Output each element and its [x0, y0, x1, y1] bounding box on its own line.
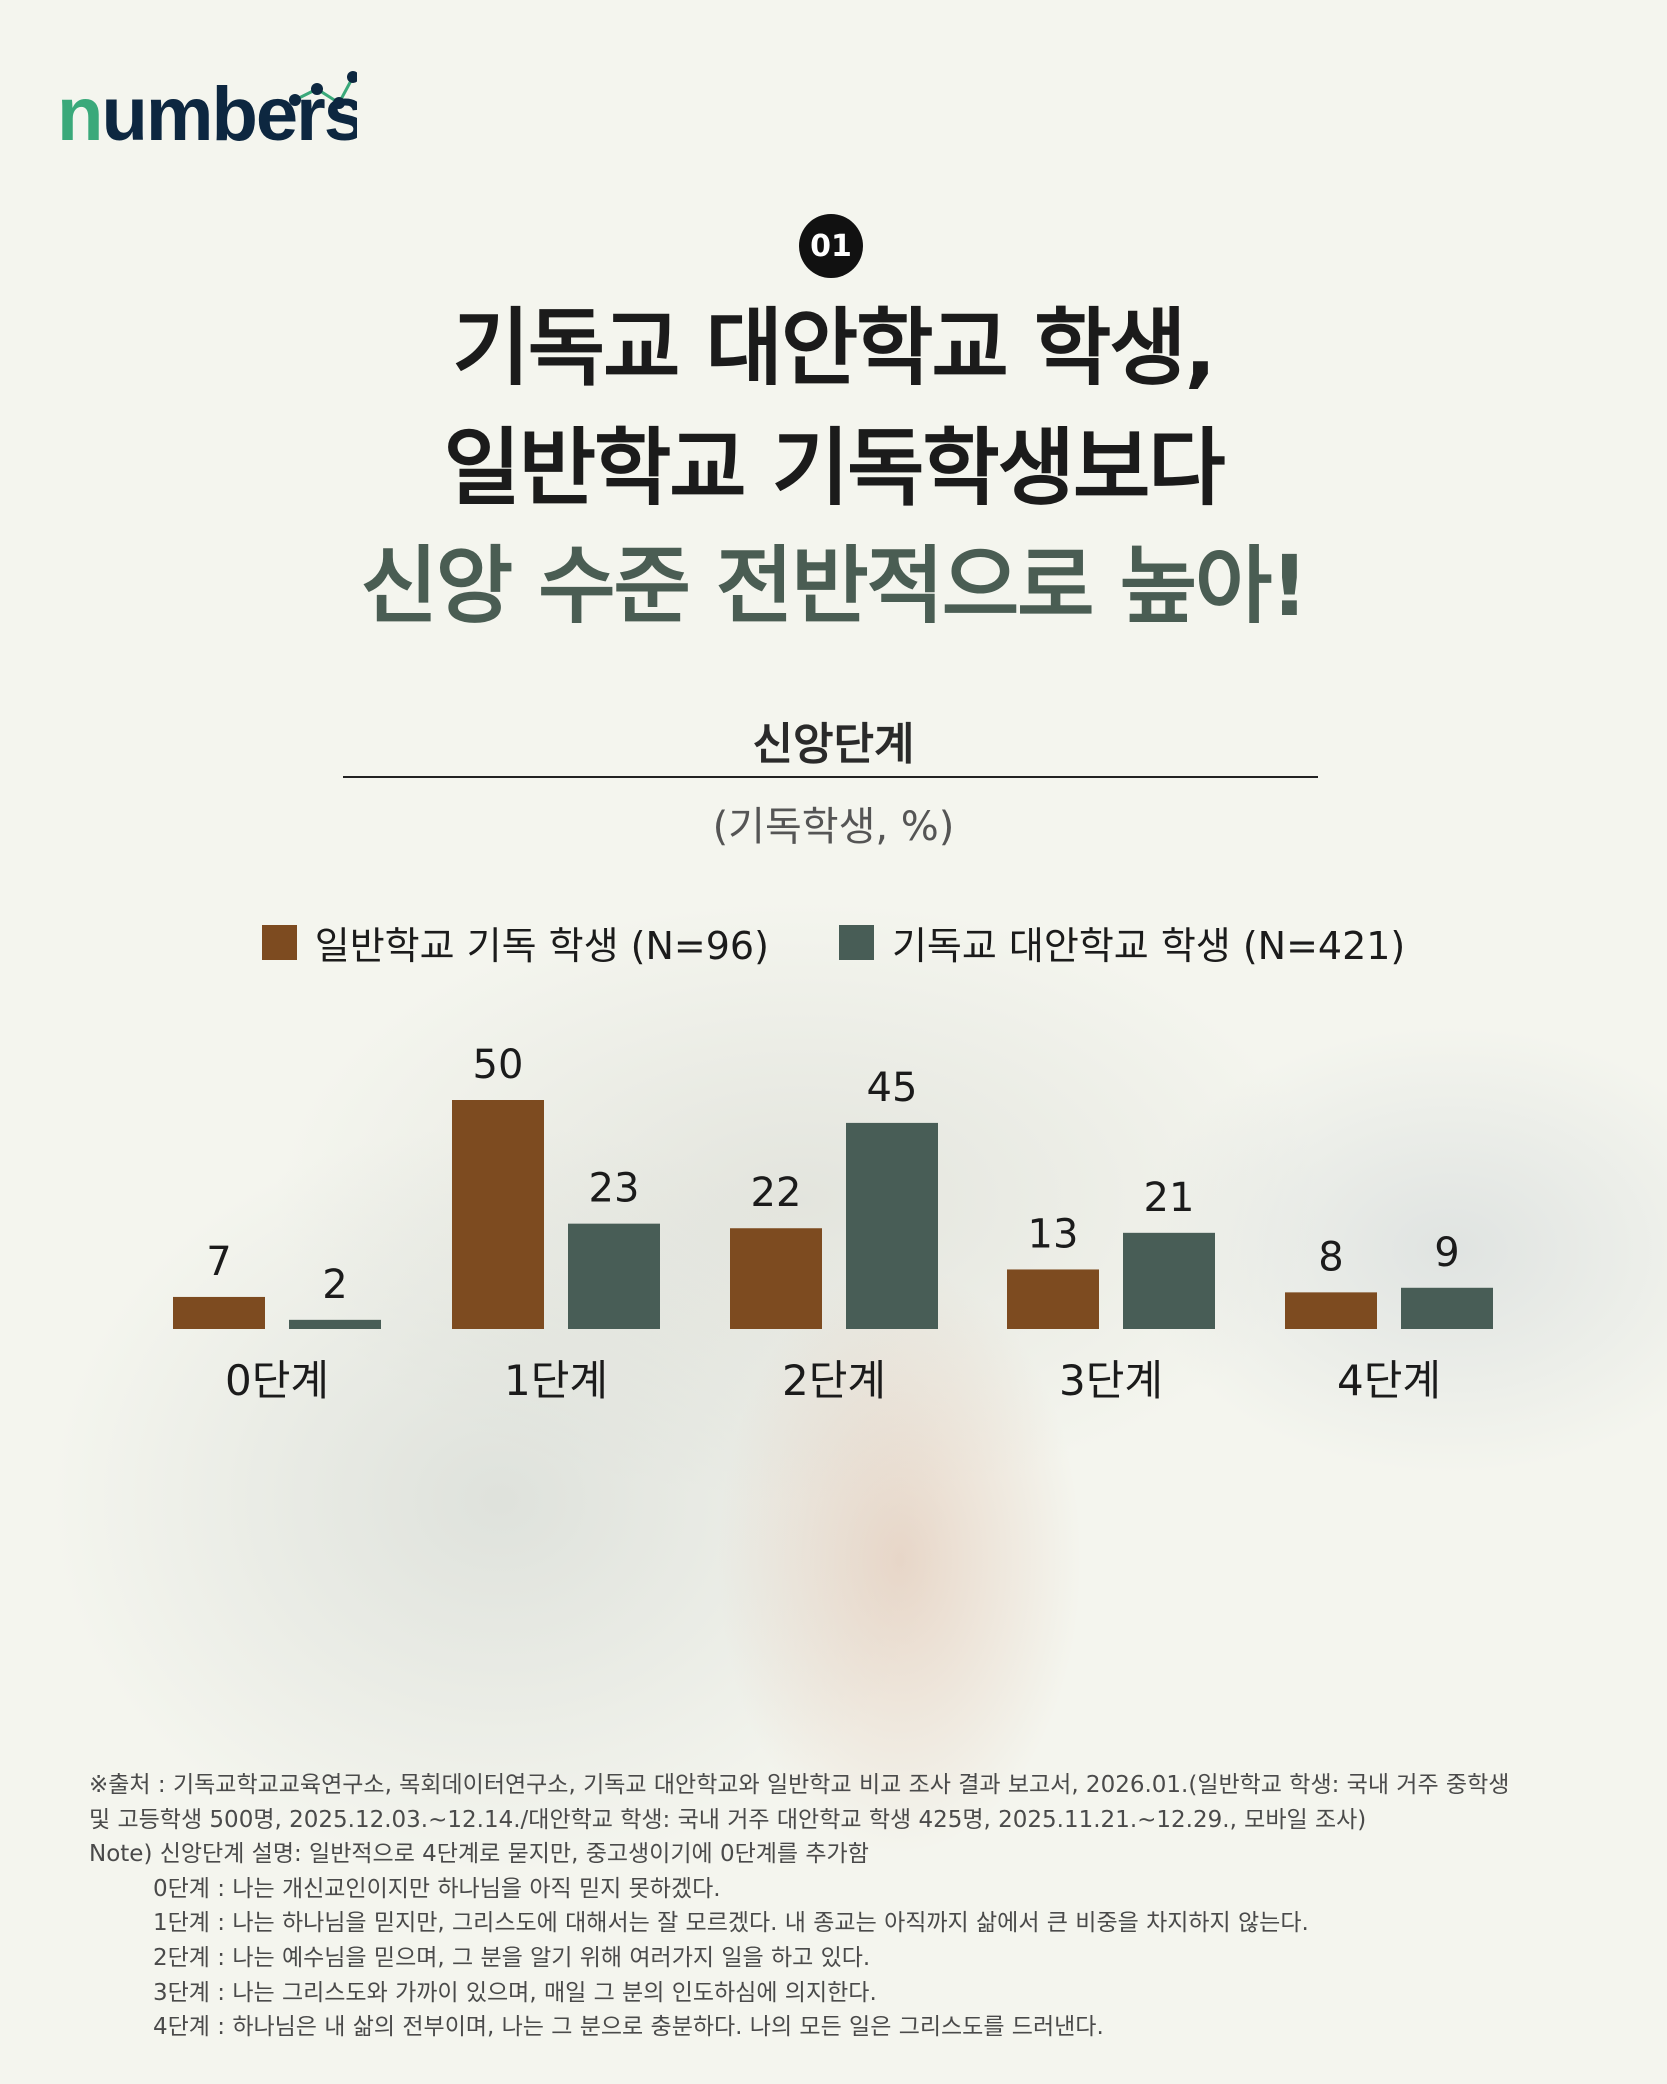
bar	[289, 1319, 381, 1329]
legend-label: 일반학교 기독 학생 (N=96)	[314, 924, 769, 968]
footnotes: ※출처 : 기독교학교교육연구소, 목회데이터연구소, 기독교 대안학교와 일반…	[89, 1768, 1509, 2045]
chart-legend: 일반학교 기독 학생 (N=96) 기독교 대안학교 학생 (N=421)	[0, 915, 1667, 970]
numbers-logo: numbers	[57, 71, 357, 150]
source-line-2: 및 고등학생 500명, 2025.12.03.~12.14./대안학교 학생:…	[89, 1806, 1367, 1833]
stage-note: 2단계 : 나는 예수님을 믿으며, 그 분을 알기 위해 여러가지 일을 하고…	[153, 1944, 871, 1971]
legend-item-series-1: 일반학교 기독 학생 (N=96)	[261, 915, 769, 970]
bar	[1123, 1232, 1215, 1329]
bar-chart: 7 2 0단계 50 23 1단계 22 45 2단계 13 21 3단계 8 9 4단계	[173, 1042, 1493, 1405]
stage-note: 4단계 : 하나님은 내 삶의 전부이며, 나는 그 분으로 충분하다. 나의 …	[153, 2014, 1104, 2041]
legend-item-series-2: 기독교 대안학교 학생 (N=421)	[838, 915, 1406, 970]
svg-text:numbers: numbers	[57, 72, 357, 150]
headline-line-3: 신앙 수준 전반적으로 높아!	[360, 537, 1308, 635]
data-label: 7	[206, 1239, 231, 1285]
note-line: Note) 신앙단계 설명: 일반적으로 4단계로 묻지만, 중고생이기에 0단…	[89, 1841, 869, 1868]
stage-note: 1단계 : 나는 하나님을 믿지만, 그리스도에 대해서는 잘 모르겠다. 내 …	[153, 1910, 1309, 1937]
bar	[1401, 1287, 1493, 1329]
source-line-1: ※출처 : 기독교학교교육연구소, 목회데이터연구소, 기독교 대안학교와 일반…	[89, 1772, 1510, 1798]
bar	[452, 1100, 544, 1329]
chart-title: 신앙단계	[752, 719, 915, 770]
category-label: 0단계	[225, 1356, 329, 1405]
legend-label: 기독교 대안학교 학생 (N=421)	[891, 924, 1406, 968]
data-label: 8	[1318, 1234, 1343, 1280]
data-label: 21	[1144, 1175, 1195, 1221]
chart-subtitle: (기독학생, %)	[712, 804, 955, 850]
data-label: 13	[1028, 1211, 1079, 1257]
category-label: 2단계	[782, 1356, 886, 1405]
bar	[846, 1122, 938, 1329]
headline-line-2: 일반학교 기독학생보다	[443, 419, 1225, 517]
data-label: 22	[751, 1170, 802, 1216]
data-label: 23	[589, 1166, 640, 1212]
bar	[730, 1228, 822, 1329]
data-label: 2	[322, 1262, 347, 1308]
headline-line-1: 기독교 대안학교 학생,	[452, 299, 1217, 397]
category-label: 1단계	[504, 1356, 608, 1405]
legend-swatch-green	[838, 925, 874, 960]
section-number-badge: 01	[799, 214, 863, 278]
category-label: 3단계	[1059, 1356, 1163, 1405]
bar	[1007, 1269, 1099, 1329]
data-label: 9	[1434, 1230, 1459, 1276]
category-label: 4단계	[1337, 1356, 1441, 1405]
bar	[1285, 1292, 1377, 1329]
legend-swatch-brown	[261, 925, 297, 960]
bar	[568, 1223, 660, 1329]
data-label: 45	[867, 1065, 918, 1111]
data-label: 50	[473, 1042, 524, 1088]
title-divider	[343, 776, 1318, 778]
stage-note: 0단계 : 나는 개신교인이지만 하나님을 아직 믿지 못하겠다.	[153, 1875, 721, 1902]
bar	[173, 1296, 265, 1329]
stage-note: 3단계 : 나는 그리스도와 가까이 있으며, 매일 그 분의 인도하심에 의지…	[153, 1979, 877, 2006]
